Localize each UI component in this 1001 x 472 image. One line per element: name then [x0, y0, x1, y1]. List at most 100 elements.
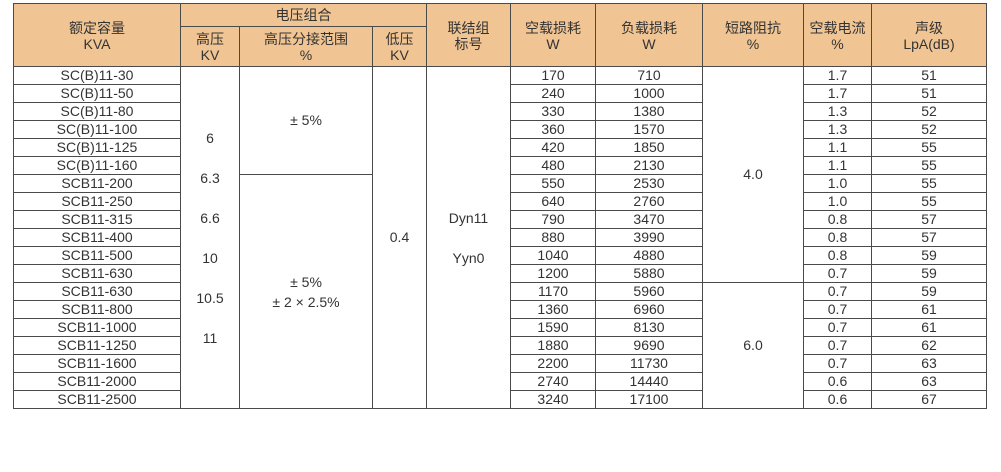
no-load-loss-cell: 420	[510, 138, 596, 157]
no-load-current-cell: 0.7	[803, 318, 872, 337]
table-row: SCB11-500 1040 4880 0.8 59	[13, 246, 987, 265]
header-impedance: 短路阻抗 %	[702, 3, 804, 67]
load-loss-cell: 11730	[595, 354, 703, 373]
table-row: SC(B)11-50 240 1000 1.7 51	[13, 84, 987, 103]
load-loss-cell: 4880	[595, 246, 703, 265]
no-load-current-cell: 0.8	[803, 228, 872, 247]
no-load-loss-cell: 550	[510, 174, 596, 193]
header-load-loss-label: 负载损耗	[621, 20, 677, 36]
no-load-loss-cell: 240	[510, 84, 596, 103]
no-load-loss-cell: 1170	[510, 282, 596, 301]
header-impedance-label: 短路阻抗	[725, 20, 781, 36]
no-load-current-cell: 1.0	[803, 192, 872, 211]
header-hv-unit: KV	[200, 46, 220, 63]
sound-level-cell: 59	[871, 246, 987, 265]
load-loss-cell: 2530	[595, 174, 703, 193]
header-hv: 高压 KV	[180, 26, 240, 67]
impedance-cell-a: 4.0	[702, 66, 804, 283]
sound-level-cell: 62	[871, 336, 987, 355]
table-row: SCB11-2000 2740 14440 0.6 63	[13, 372, 987, 391]
load-loss-cell: 2760	[595, 192, 703, 211]
sound-level-cell: 52	[871, 102, 987, 121]
model-cell: SCB11-800	[13, 300, 181, 319]
no-load-current-cell: 1.0	[803, 174, 872, 193]
load-loss-cell: 2130	[595, 156, 703, 175]
header-capacity: 额定容量 KVA	[13, 3, 181, 67]
header-vector-group: 联结组 标号	[426, 3, 511, 67]
sound-level-cell: 51	[871, 84, 987, 103]
header-vector-group-label2: 标号	[454, 36, 483, 52]
hv-values-cell-line-2: 6.3	[200, 169, 220, 186]
model-cell: SCB11-500	[13, 246, 181, 265]
model-cell: SCB11-400	[13, 228, 181, 247]
header-voltage-group: 电压组合	[180, 3, 427, 27]
impedance-cell-b: 6.0	[702, 282, 804, 409]
hv-values-cell-line-4: 10	[202, 249, 218, 266]
no-load-loss-cell: 880	[510, 228, 596, 247]
no-load-current-cell: 1.3	[803, 120, 872, 139]
load-loss-cell: 9690	[595, 336, 703, 355]
load-loss-cell: 14440	[595, 372, 703, 391]
no-load-loss-cell: 1590	[510, 318, 596, 337]
header-lv-unit: KV	[390, 46, 409, 63]
sound-level-cell: 57	[871, 210, 987, 229]
no-load-current-cell: 0.8	[803, 246, 872, 265]
table-row: SC(B)11-125 420 1850 1.1 55	[13, 138, 987, 157]
header-tap-range: 高压分接范围 %	[239, 26, 373, 67]
header-no-load-current-label: 空载电流	[809, 20, 866, 36]
sound-level-cell: 59	[871, 282, 987, 301]
no-load-current-cell: 0.8	[803, 210, 872, 229]
vector-group-cell-line-2: Yyn0	[452, 249, 485, 266]
model-cell: SCB11-1000	[13, 318, 181, 337]
no-load-current-cell: 0.7	[803, 336, 872, 355]
model-cell: SCB11-250	[13, 192, 181, 211]
sound-level-cell: 67	[871, 390, 987, 409]
no-load-current-cell: 0.7	[803, 264, 872, 283]
model-cell: SC(B)11-50	[13, 84, 181, 103]
model-cell: SCB11-315	[13, 210, 181, 229]
no-load-current-cell: 0.7	[803, 300, 872, 319]
no-load-loss-cell: 1040	[510, 246, 596, 265]
sound-level-cell: 51	[871, 66, 987, 85]
no-load-loss-cell: 790	[510, 210, 596, 229]
header-lv: 低压 KV	[372, 26, 427, 67]
table-row: SC(B)11-30 6 6.3 6.6 10 10.5 11 ± 5% 0.4 Dyn11 Yyn…	[13, 66, 987, 409]
header-load-loss: 负载损耗 W	[595, 3, 703, 67]
no-load-loss-cell: 640	[510, 192, 596, 211]
tap-range-cell-b: ± 5% ± 2 × 2.5%	[239, 174, 373, 409]
spec-table-container: 额定容量 KVA 电压组合 联结组 标号 空载损耗 W 负载损耗 W 短路阻抗 …	[13, 3, 987, 409]
model-cell: SC(B)11-100	[13, 120, 181, 139]
sound-level-cell: 55	[871, 174, 987, 193]
load-loss-cell: 5960	[595, 282, 703, 301]
header-no-load-loss-unit: W	[546, 36, 560, 52]
table-row: SCB11-1000 1590 8130 0.7 61	[13, 318, 987, 337]
table-row: SCB11-630 1170 5960 6.0 0.7 59	[13, 282, 987, 409]
no-load-current-cell: 0.7	[803, 282, 872, 301]
no-load-loss-cell: 3240	[510, 390, 596, 409]
hv-values-cell-line-1: 6	[206, 129, 214, 146]
table-row: SC(B)11-160 480 2130 1.1 55	[13, 156, 987, 175]
vector-group-cell: Dyn11 Yyn0	[426, 66, 511, 409]
sound-level-cell: 63	[871, 372, 987, 391]
table-row: SC(B)11-100 360 1570 1.3 52	[13, 120, 987, 139]
sound-level-cell: 61	[871, 300, 987, 319]
no-load-loss-cell: 480	[510, 156, 596, 175]
sound-level-cell: 63	[871, 354, 987, 373]
table-row: SCB11-400 880 3990 0.8 57	[13, 228, 987, 247]
load-loss-cell: 5880	[595, 264, 703, 283]
table-row: SCB11-1250 1880 9690 0.7 62	[13, 336, 987, 355]
tap-range-cell-b-line-2: ± 2 × 2.5%	[272, 293, 340, 310]
header-sound-level: 声级 LpA(dB)	[871, 3, 987, 67]
vector-group-cell-line-1: Dyn11	[448, 209, 489, 226]
model-cell: SCB11-200	[13, 174, 181, 193]
sound-level-cell: 57	[871, 228, 987, 247]
load-loss-cell: 17100	[595, 390, 703, 409]
no-load-loss-cell: 330	[510, 102, 596, 121]
no-load-loss-cell: 170	[510, 66, 596, 85]
no-load-current-cell: 0.7	[803, 354, 872, 373]
tap-range-cell-a: ± 5%	[239, 66, 373, 175]
no-load-current-cell: 1.1	[803, 156, 872, 175]
no-load-current-cell: 0.6	[803, 390, 872, 409]
load-loss-cell: 3990	[595, 228, 703, 247]
header-load-loss-unit: W	[642, 36, 656, 52]
